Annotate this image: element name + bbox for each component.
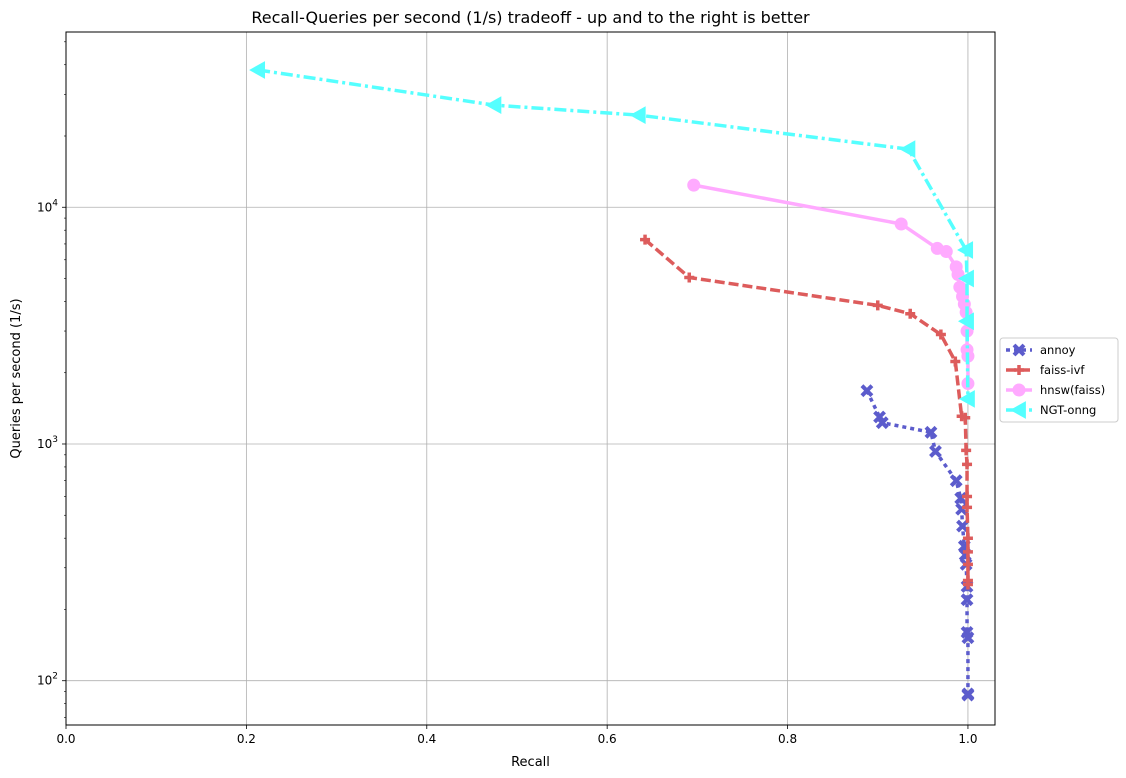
data-point [949, 474, 963, 488]
data-point [894, 217, 908, 231]
data-point [958, 269, 974, 288]
y-tick-label: 104 [37, 198, 58, 214]
data-point [924, 425, 938, 439]
legend-marker [1009, 401, 1026, 419]
data-point [962, 459, 973, 470]
y-tick-label: 102 [37, 672, 58, 688]
data-point [929, 445, 942, 458]
data-point [935, 329, 946, 340]
data-point [249, 61, 266, 79]
legend-marker [1012, 383, 1026, 397]
data-point [960, 593, 974, 607]
data-point [962, 491, 973, 502]
legend: annoy faiss-ivf hnsw(faiss) NGT-onng [999, 337, 1119, 423]
legend-label: annoy [1040, 343, 1076, 357]
plot-series [249, 61, 975, 702]
data-point [960, 412, 971, 423]
axis-ticks: 0.0 0.2 0.4 0.6 0.8 1.0 102 103 104 [37, 41, 977, 746]
data-point [899, 140, 916, 158]
legend-box [999, 337, 1119, 423]
legend-marker [1012, 343, 1026, 357]
data-point [962, 579, 973, 590]
data-point [962, 502, 973, 513]
data-point [640, 234, 651, 245]
data-point [957, 241, 974, 259]
data-point [629, 106, 646, 124]
legend-label: hnsw(faiss) [1040, 383, 1105, 397]
series-faiss-ivf [640, 234, 973, 590]
data-point [961, 631, 975, 645]
data-point [905, 308, 916, 319]
legend-item: NGT-onng [1006, 401, 1096, 419]
series-NGT-onng [249, 61, 975, 408]
legend-item: hnsw(faiss) [1006, 383, 1105, 397]
x-tick-label: 1.0 [958, 732, 977, 746]
plot-frame [65, 31, 996, 726]
data-point [950, 356, 961, 367]
x-tick-label: 0.2 [237, 732, 256, 746]
data-point [872, 300, 883, 311]
legend-label: NGT-onng [1040, 403, 1096, 417]
x-axis-label: Recall [511, 755, 550, 770]
data-point [961, 688, 975, 702]
data-point [958, 390, 975, 408]
x-tick-label: 0.4 [417, 732, 436, 746]
data-point [962, 546, 973, 557]
data-point [875, 416, 889, 430]
x-tick-label: 0.0 [56, 732, 75, 746]
data-point [962, 559, 973, 570]
data-point [962, 533, 973, 544]
chart-title: Recall-Queries per second (1/s) tradeoff… [251, 8, 810, 27]
data-point [684, 272, 695, 283]
series-line [257, 68, 970, 399]
legend-item: annoy [1006, 343, 1076, 357]
data-point [485, 96, 502, 114]
data-point [939, 245, 953, 259]
legend-marker [1014, 365, 1024, 375]
x-tick-label: 0.8 [778, 732, 797, 746]
legend-label: faiss-ivf [1040, 363, 1085, 377]
data-point [687, 178, 701, 192]
data-point [961, 445, 972, 456]
legend-item: faiss-ivf [1006, 363, 1085, 377]
data-point [860, 384, 874, 398]
y-tick-label: 103 [37, 435, 58, 451]
data-point [958, 312, 974, 331]
x-tick-label: 0.6 [598, 732, 617, 746]
y-axis-label: Queries per second (1/s) [9, 298, 24, 458]
